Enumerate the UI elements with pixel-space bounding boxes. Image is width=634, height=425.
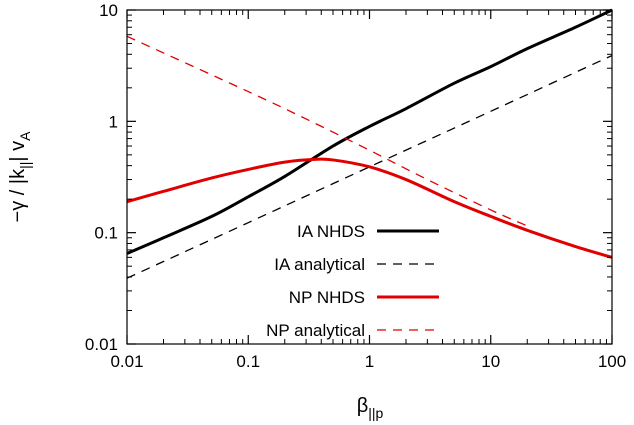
y-axis-title-main: −γ / |k xyxy=(7,168,29,223)
x-axis-title-sub: ||p xyxy=(368,405,383,421)
x-axis-title-base: β xyxy=(357,395,369,417)
x-tick-label: 100 xyxy=(598,352,626,371)
legend: IA NHDS IA analytical NP NHDS NP analytical xyxy=(266,222,439,340)
y-tick-label: 0.01 xyxy=(85,335,118,354)
x-axis-title: β||p xyxy=(357,395,384,421)
legend-label: IA NHDS xyxy=(297,222,365,241)
series-4-line xyxy=(126,35,528,227)
y-axis-title: −γ / |k||| vA xyxy=(7,131,33,223)
y-axis-title-sub: || xyxy=(17,162,33,169)
series-1-line xyxy=(126,8,613,255)
plot-frame xyxy=(126,9,613,345)
series-3-line xyxy=(126,157,613,259)
x-tick-label: 1 xyxy=(365,352,374,371)
y-tick-label: 0.1 xyxy=(94,224,118,243)
x-tick-label: 10 xyxy=(481,352,500,371)
y-axis-title-mid: | v xyxy=(7,141,29,162)
legend-label: NP analytical xyxy=(266,321,365,340)
series-2-line xyxy=(126,54,613,279)
axis-ticks: 0.01 0.1 1 10 100 0.01 0.1 1 10 xyxy=(85,1,626,371)
curves xyxy=(126,8,613,279)
y-tick-label: 1 xyxy=(109,112,118,131)
x-tick-label: 0.1 xyxy=(236,352,260,371)
legend-label: NP NHDS xyxy=(289,288,365,307)
y-tick-label: 10 xyxy=(99,1,118,20)
x-tick-label: 0.01 xyxy=(110,352,143,371)
legend-label: IA analytical xyxy=(274,255,365,274)
y-axis-title-sub2: A xyxy=(17,131,33,141)
